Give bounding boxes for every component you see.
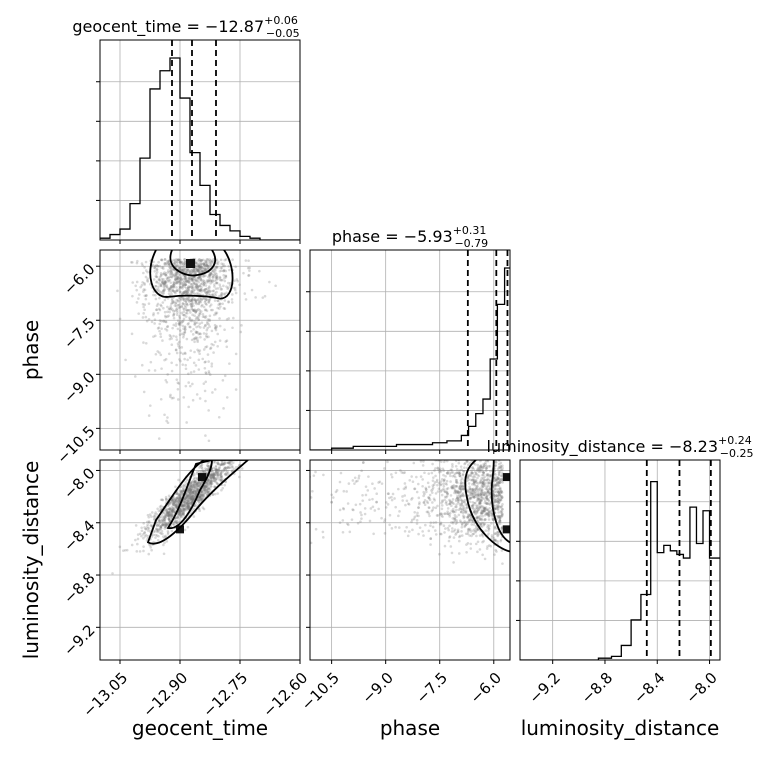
panel-content: [116, 250, 277, 443]
panel-frame: [519, 459, 721, 661]
title-plus: +0.31: [453, 224, 487, 237]
density-peak: [502, 525, 510, 534]
title-luminosity-distance: luminosity_distance = −8.23+0.24 −0.25: [487, 434, 754, 460]
title-median: −5.93: [404, 227, 453, 246]
scatter-panel-phase-luminosity-distance: −10.5 −9.0 −7.5 −6.0: [298, 459, 511, 714]
tick-label-x-phase: −6.0: [467, 669, 505, 707]
panel-frame: [99, 39, 301, 241]
scatter-panel-geocent-time-phase: −10.5 −9.0 −7.5 −6.0: [53, 249, 301, 467]
sample-points: [310, 460, 505, 565]
panel-frame: [309, 249, 511, 451]
hist-step-phase: [310, 267, 510, 450]
hist-panel-phase: [306, 249, 511, 454]
title-phase: phase = −5.93+0.31 −0.79: [332, 224, 488, 250]
scatter-panel-geocent-time-luminosity-distance: −13.05 −12.90 −12.75 −12.60−9.2−8.8−8.4−8.0: [60, 459, 311, 721]
panels: −9.2 −8.8 −8.4 −8.0−10.5−9.0−7.5−6.0−13.05−…: [53, 39, 721, 721]
panel-frame: [99, 249, 301, 451]
tick-label-y-luminosity-distance: −8.0: [60, 464, 98, 502]
title-minus: −0.25: [720, 447, 754, 460]
density-peak: [176, 525, 184, 534]
panel-frame: [99, 459, 301, 661]
hist-step-luminosity-distance: [520, 480, 720, 660]
tick-label-x-geocent-time: −12.75: [199, 669, 251, 721]
hist-step-geocent-time: [100, 57, 300, 240]
tick-label-y-luminosity-distance: −8.4: [60, 517, 98, 555]
hist-panel-geocent-time: [96, 39, 301, 244]
density-peak: [186, 259, 195, 269]
ylabel-phase: phase: [19, 320, 43, 380]
panel-frame: [309, 459, 511, 661]
contour-outer: [146, 460, 250, 545]
xlabel-geocent-time: geocent_time: [132, 716, 268, 740]
title-prefix: luminosity_distance =: [487, 437, 669, 457]
title-prefix: geocent_time =: [72, 17, 205, 37]
hist-panel-luminosity-distance: −9.2 −8.8 −8.4 −8.0: [516, 459, 721, 707]
density-peak: [502, 473, 510, 482]
contour-outer: [464, 460, 510, 553]
xlabel-phase: phase: [380, 716, 440, 740]
tick-label-y-phase: −10.5: [53, 422, 98, 467]
tick-label-x-luminosity-distance: −8.0: [682, 669, 720, 707]
tick-label-y-luminosity-distance: −9.2: [60, 621, 98, 659]
sample-points: [116, 257, 277, 443]
title-prefix: phase =: [332, 227, 404, 246]
tick-label-x-phase: −9.0: [358, 669, 396, 707]
title-plus: +0.24: [718, 434, 752, 447]
sample-points: [111, 460, 249, 575]
title-minus: −0.79: [454, 237, 488, 250]
title-geocent-time: geocent_time = −12.87+0.06 −0.05: [72, 14, 299, 40]
tick-label-y-luminosity-distance: −8.8: [60, 569, 98, 607]
title-minus: −0.05: [266, 27, 300, 40]
contour-outer: [149, 250, 234, 300]
tick-label-y-phase: −9.0: [60, 368, 98, 406]
panel-content: [111, 460, 250, 575]
tick-label-x-geocent-time: −12.90: [139, 669, 191, 721]
tick-label-x-luminosity-distance: −8.8: [578, 669, 616, 707]
title-median: −8.23: [669, 437, 718, 456]
title-median: −12.87: [205, 17, 264, 36]
tick-label-x-luminosity-distance: −9.2: [526, 669, 564, 707]
ylabel-luminosity-distance: luminosity_distance: [19, 461, 43, 660]
contour-inner: [166, 460, 213, 529]
xlabel-luminosity-distance: luminosity_distance: [521, 716, 720, 740]
tick-label-y-phase: −6.0: [60, 260, 98, 298]
tick-label-x-phase: −7.5: [413, 669, 451, 707]
tick-label-y-phase: −7.5: [60, 314, 98, 352]
tick-label-x-geocent-time: −13.05: [79, 669, 131, 721]
contour-inner: [490, 460, 510, 544]
density-peak: [198, 473, 206, 482]
panel-content: [310, 460, 510, 565]
tick-label-x-luminosity-distance: −8.4: [630, 669, 668, 707]
contour-inner: [169, 250, 217, 277]
title-plus: +0.06: [264, 14, 298, 27]
